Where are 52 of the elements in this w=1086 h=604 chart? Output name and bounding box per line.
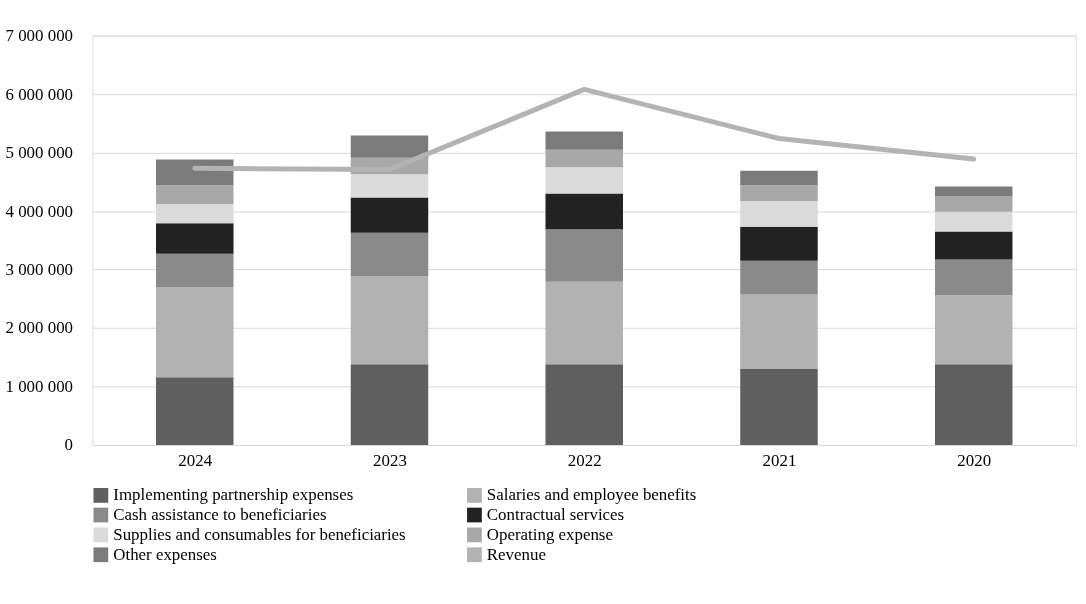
x-tick-label: 2022 xyxy=(567,451,602,471)
bar xyxy=(350,174,429,198)
bar xyxy=(545,167,623,194)
legend-label: Contractual services xyxy=(486,504,625,524)
y-tick-label: 7 000 000 xyxy=(5,26,74,46)
bar xyxy=(350,197,429,233)
bar xyxy=(350,232,429,276)
legend-label: Other expenses xyxy=(113,544,217,564)
bar xyxy=(934,186,1013,197)
bar xyxy=(545,149,623,168)
bar xyxy=(740,294,818,369)
y-tick-label: 4 000 000 xyxy=(5,201,74,221)
y-tick-label: 1 000 000 xyxy=(5,376,74,396)
bar xyxy=(545,131,623,150)
bar xyxy=(740,185,818,202)
bar xyxy=(350,275,429,365)
bar xyxy=(545,281,623,365)
bar xyxy=(155,377,234,445)
bar xyxy=(934,196,1013,212)
bar xyxy=(934,295,1013,365)
bar xyxy=(155,253,234,288)
bar xyxy=(350,135,429,158)
bar xyxy=(155,223,234,254)
bar xyxy=(155,185,234,205)
bar xyxy=(740,170,818,186)
bar xyxy=(740,260,818,295)
y-tick-label: 3 000 000 xyxy=(5,259,74,279)
y-tick-label: 5 000 000 xyxy=(5,143,74,163)
line-series xyxy=(192,86,977,173)
y-tick-label: 6 000 000 xyxy=(5,84,74,104)
bar xyxy=(934,231,1013,260)
x-tick-label: 2023 xyxy=(373,451,407,471)
bar xyxy=(740,368,818,445)
bar xyxy=(545,193,623,230)
bar xyxy=(545,364,623,445)
bar xyxy=(350,364,429,445)
legend-label: Cash assistance to beneficiaries xyxy=(113,504,327,524)
legend-label: Revenue xyxy=(486,544,546,564)
bar xyxy=(545,229,623,282)
y-tick-label: 0 xyxy=(64,435,74,455)
x-tick-label: 2020 xyxy=(957,451,992,471)
bar xyxy=(934,259,1013,296)
legend-label: Salaries and employee benefits xyxy=(486,485,697,505)
x-tick-label: 2021 xyxy=(762,451,797,471)
bar xyxy=(740,226,818,261)
legend-label: Implementing partnership expenses xyxy=(113,485,354,505)
y-tick-label: 2 000 000 xyxy=(5,318,74,338)
legend-label: Operating expense xyxy=(486,524,613,544)
bar xyxy=(155,287,234,378)
x-tick-label: 2024 xyxy=(178,451,213,471)
bar xyxy=(934,364,1013,445)
legend-label: Supplies and consumables for beneficiaries xyxy=(113,524,406,544)
